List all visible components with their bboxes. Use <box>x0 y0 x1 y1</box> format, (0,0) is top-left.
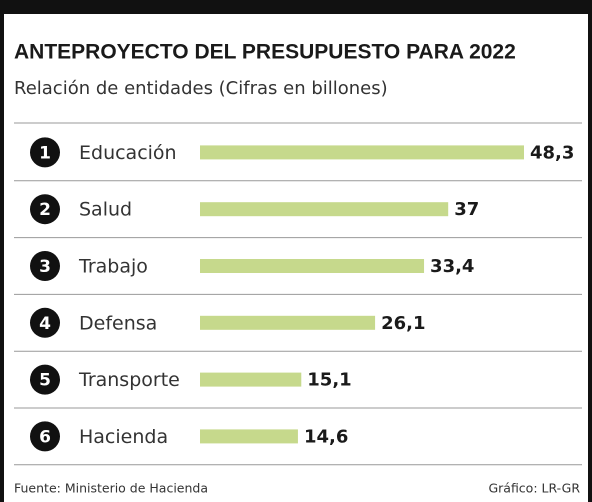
rank-badge <box>30 364 60 395</box>
value-label: 48,3 <box>530 142 574 163</box>
chart-subtitle: Relación de entidades (Cifras en billone… <box>14 78 388 99</box>
category-label: Hacienda <box>79 426 168 448</box>
left-border <box>0 0 4 502</box>
rank-badge <box>30 251 60 281</box>
rank-badge <box>30 307 60 338</box>
rank-label: 4 <box>39 314 51 334</box>
rank-label: 5 <box>39 371 51 391</box>
bar <box>200 202 449 217</box>
category-label: Transporte <box>78 369 180 391</box>
category-label: Defensa <box>79 312 157 334</box>
category-label: Salud <box>79 199 132 221</box>
rank-label: 6 <box>39 427 51 447</box>
bar <box>200 145 524 160</box>
value-label: 33,4 <box>430 256 474 277</box>
rank-badge <box>30 137 60 168</box>
value-label: 37 <box>454 199 479 220</box>
rank-badge <box>30 194 60 225</box>
rank-label: 1 <box>39 143 51 163</box>
rank-label: 3 <box>39 257 51 277</box>
bar <box>200 315 376 330</box>
value-label: 15,1 <box>307 370 351 391</box>
source: Fuente: Ministerio de Hacienda <box>14 481 208 496</box>
bar <box>200 259 425 273</box>
rank-badge <box>30 421 60 452</box>
value-label: 14,6 <box>304 426 348 447</box>
category-label: Trabajo <box>78 256 148 278</box>
chart-title: ANTEPROYECTO DEL PRESUPUESTO PARA 2022 <box>14 41 516 64</box>
value-label: 26,1 <box>381 313 425 334</box>
category-label: Educación <box>79 142 177 164</box>
bar <box>200 429 298 444</box>
top-border <box>0 0 592 14</box>
credit: Gráfico: LR-GR <box>488 481 580 496</box>
right-border <box>588 0 592 502</box>
rank-label: 2 <box>39 200 51 220</box>
bar <box>200 372 302 387</box>
